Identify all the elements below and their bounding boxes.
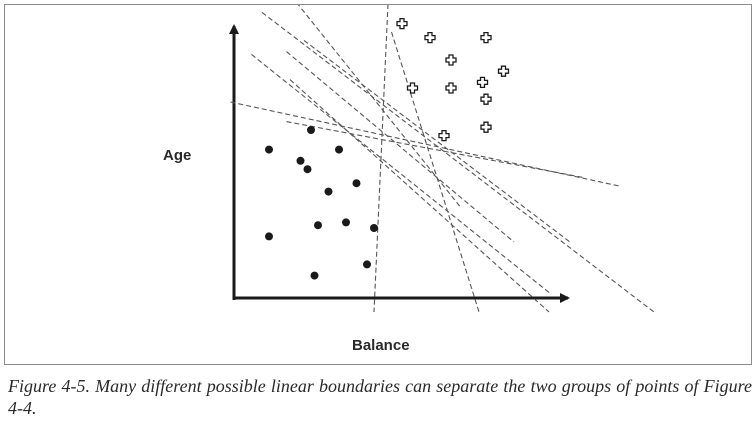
dot-point-2 bbox=[307, 126, 315, 134]
dot-point-9 bbox=[314, 221, 322, 230]
boundary-line-7 bbox=[286, 121, 585, 179]
figure-frame bbox=[4, 4, 752, 365]
dot-point-13 bbox=[310, 271, 319, 280]
plus-point-2 bbox=[424, 31, 436, 44]
plus-point-10 bbox=[480, 121, 492, 133]
plus-point-8 bbox=[480, 93, 492, 105]
plus-point-9 bbox=[476, 76, 489, 89]
dot-point-3 bbox=[296, 156, 305, 165]
dot-point-8 bbox=[265, 232, 273, 241]
dot-point-5 bbox=[335, 145, 343, 154]
plus-point-6 bbox=[480, 31, 492, 44]
boundary-line-9 bbox=[373, 5, 389, 313]
boundary-line-4 bbox=[286, 51, 515, 243]
plus-point-4 bbox=[406, 82, 419, 94]
plus-point-5 bbox=[445, 82, 457, 94]
linear-boundaries bbox=[230, 5, 655, 313]
dot-point-10 bbox=[342, 218, 350, 227]
plus-point-11 bbox=[438, 129, 450, 142]
dot-point-12 bbox=[363, 260, 371, 269]
dot-point-1 bbox=[265, 145, 273, 154]
plus-point-3 bbox=[445, 54, 457, 66]
scatter-plot bbox=[229, 5, 655, 313]
dot-point-11 bbox=[370, 224, 378, 232]
x-axis-label: Balance bbox=[352, 337, 410, 354]
dot-point-4 bbox=[303, 165, 312, 174]
plus-point-1 bbox=[396, 17, 408, 30]
boundary-line-5 bbox=[289, 79, 550, 313]
boundary-line-10 bbox=[390, 31, 480, 313]
y-axis-label: Age bbox=[163, 147, 192, 164]
boundary-line-1 bbox=[297, 5, 462, 209]
boundary-line-6 bbox=[230, 101, 620, 187]
dot-point-7 bbox=[352, 179, 361, 188]
data-points bbox=[265, 17, 510, 280]
plus-point-7 bbox=[497, 65, 510, 77]
boundary-line-2 bbox=[261, 11, 655, 313]
boundary-line-3 bbox=[303, 39, 571, 243]
figure-caption: Figure 4-5. Many different possible line… bbox=[8, 376, 752, 418]
boundary-line-8 bbox=[251, 53, 550, 293]
dot-point-6 bbox=[324, 187, 333, 196]
